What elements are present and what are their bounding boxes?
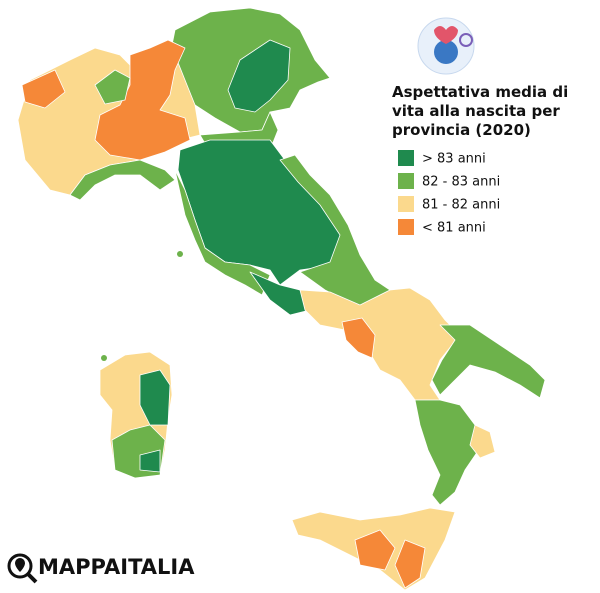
legend: > 83 anni 82 - 83 anni 81 - 82 anni < 81 an… [398,150,500,236]
brand-name: MAPPAITALIA [38,555,195,579]
region [69,159,176,201]
title-line: Aspettativa media di [392,83,568,101]
title: Aspettativa media di vita alla nascita pe… [392,83,568,139]
island [101,355,107,361]
region [21,69,66,109]
legend-label: 81 - 82 anni [422,198,500,213]
legend-label: > 83 anni [422,152,486,167]
brand-logo: MAPPAITALIA [7,553,195,584]
legend-label: 82 - 83 anni [422,175,500,190]
region [227,39,291,113]
legend-swatch [398,219,414,235]
region [414,399,481,506]
title-line: vita alla nascita per [392,102,560,120]
region [341,317,376,359]
region [94,39,191,161]
region [94,69,131,105]
region [177,139,346,286]
legend-swatch [398,150,414,166]
header-icon [417,17,475,75]
island [177,251,183,257]
region [394,539,426,589]
region [139,369,171,426]
italy-map [17,7,546,591]
region [354,529,396,571]
region [469,424,496,459]
legend-swatch [398,196,414,212]
region [431,324,546,399]
region [139,449,161,473]
title-line: provincia (2020) [392,121,531,139]
legend-label: < 81 anni [422,221,486,236]
legend-swatch [398,173,414,189]
